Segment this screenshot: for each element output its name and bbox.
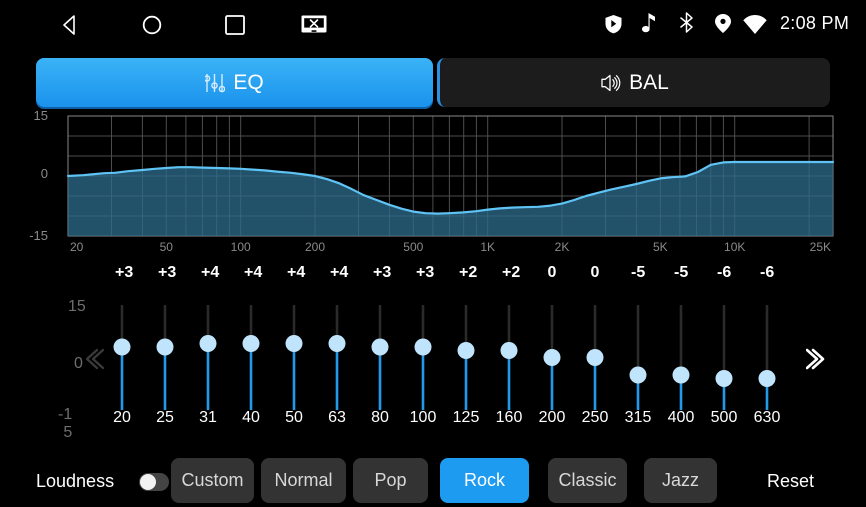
svg-text:0: 0 [41,166,48,181]
svg-text:15: 15 [34,108,48,123]
svg-text:50: 50 [160,240,174,254]
svg-text:1K: 1K [480,240,495,254]
svg-text:25K: 25K [810,240,831,254]
svg-text:-15: -15 [29,228,48,243]
svg-text:100: 100 [231,240,251,254]
svg-text:500: 500 [403,240,423,254]
svg-text:200: 200 [305,240,325,254]
svg-text:5K: 5K [653,240,668,254]
svg-text:10K: 10K [724,240,745,254]
svg-text:2K: 2K [555,240,570,254]
svg-text:20: 20 [70,240,84,254]
